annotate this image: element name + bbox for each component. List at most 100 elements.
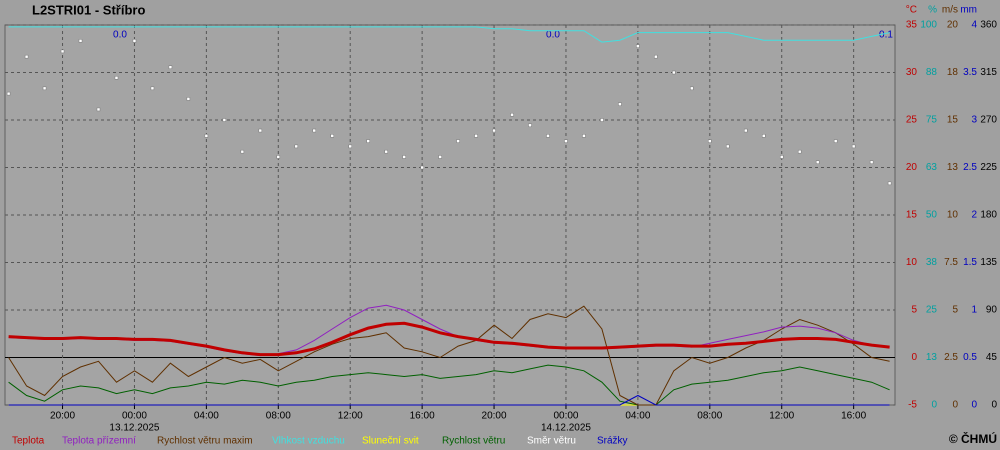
direction-dot bbox=[672, 70, 676, 75]
y-tick-label: 38 bbox=[926, 257, 938, 268]
direction-dot bbox=[114, 76, 119, 80]
y-tick-label: 25 bbox=[926, 305, 938, 316]
y-tick-label: 20 bbox=[906, 162, 918, 173]
direction-dot bbox=[132, 39, 137, 43]
direction-dot bbox=[420, 165, 424, 170]
direction-dot bbox=[330, 134, 334, 138]
direction-dot bbox=[168, 65, 173, 69]
direction-dot bbox=[582, 134, 586, 138]
direction-dot bbox=[294, 144, 299, 149]
direction-dot bbox=[384, 149, 388, 154]
direction-dot bbox=[42, 86, 47, 91]
y-tick-label: 0 bbox=[931, 400, 937, 411]
y-tick-label: 10 bbox=[906, 257, 918, 268]
direction-dot bbox=[276, 155, 281, 159]
series-line bbox=[8, 305, 890, 406]
y-tick-label: 75 bbox=[926, 115, 938, 126]
legend-entry: Teplota bbox=[12, 436, 45, 447]
direction-dot bbox=[150, 86, 155, 91]
y-tick-label: 2.5 bbox=[963, 162, 977, 173]
legend-entry: Vlhkost vzduchu bbox=[272, 436, 345, 447]
y-tick-label: 25 bbox=[906, 115, 918, 126]
direction-dot bbox=[600, 118, 604, 122]
legend-entry: Teplota přízemní bbox=[62, 436, 136, 447]
x-tick-label: 00:00 bbox=[553, 411, 578, 422]
direction-dot bbox=[779, 155, 784, 159]
x-tick-label: 08:00 bbox=[266, 411, 291, 422]
direction-dot bbox=[510, 112, 514, 117]
legend-entry: Srážky bbox=[597, 436, 628, 447]
direction-dot bbox=[726, 144, 730, 149]
direction-dot bbox=[744, 128, 748, 133]
direction-dot bbox=[474, 134, 478, 138]
legend-entry: Sluneční svit bbox=[362, 436, 419, 447]
y-tick-label: 10 bbox=[947, 210, 959, 221]
direction-dot bbox=[204, 134, 209, 138]
y-tick-label: 135 bbox=[980, 257, 997, 268]
x-tick-label: 04:00 bbox=[625, 411, 650, 422]
direction-dot bbox=[618, 102, 622, 106]
date-label: 13.12.2025 bbox=[109, 423, 159, 434]
legend-entry: Rychlost větru maxim bbox=[157, 436, 253, 447]
direction-dot bbox=[456, 139, 460, 143]
x-tick-label: 20:00 bbox=[482, 411, 507, 422]
direction-dot bbox=[564, 139, 568, 143]
y-tick-label: 1.5 bbox=[963, 257, 977, 268]
axis-unit: % bbox=[928, 5, 937, 16]
precip-total: 0.0 bbox=[113, 30, 127, 41]
direction-dot bbox=[24, 54, 29, 59]
y-tick-label: 35 bbox=[906, 20, 918, 31]
y-tick-label: 50 bbox=[926, 210, 938, 221]
direction-dot bbox=[348, 144, 352, 149]
y-tick-label: 0 bbox=[991, 400, 997, 411]
y-tick-label: 13 bbox=[926, 352, 938, 363]
chart-title: L2STRI01 - Stříbro bbox=[32, 2, 145, 17]
y-tick-label: 5 bbox=[952, 305, 958, 316]
y-tick-label: 20 bbox=[947, 20, 959, 31]
y-tick-label: -5 bbox=[908, 400, 917, 411]
direction-dot bbox=[78, 39, 83, 43]
x-tick-label: 12:00 bbox=[338, 411, 363, 422]
x-tick-label: 00:00 bbox=[122, 411, 147, 422]
direction-dot bbox=[708, 139, 712, 143]
date-label: 14.12.2025 bbox=[541, 423, 591, 434]
direction-dot bbox=[240, 149, 245, 154]
y-tick-label: 0 bbox=[971, 400, 977, 411]
x-tick-label: 16:00 bbox=[410, 411, 435, 422]
direction-dot bbox=[96, 107, 101, 112]
y-tick-label: 88 bbox=[926, 67, 938, 78]
direction-dot bbox=[690, 86, 694, 91]
direction-dot bbox=[546, 134, 550, 138]
y-tick-label: 0 bbox=[952, 400, 958, 411]
series-line bbox=[8, 364, 890, 406]
y-tick-label: 15 bbox=[947, 115, 959, 126]
y-tick-label: 1 bbox=[971, 305, 977, 316]
direction-dot bbox=[869, 160, 874, 164]
y-tick-label: 15 bbox=[906, 210, 918, 221]
y-tick-label: 2.5 bbox=[944, 352, 958, 363]
y-tick-label: 0.5 bbox=[963, 352, 977, 363]
direction-dot bbox=[366, 139, 370, 143]
direction-dot bbox=[186, 97, 191, 101]
axis-unit: °C bbox=[906, 5, 917, 16]
y-tick-label: 90 bbox=[986, 305, 998, 316]
direction-dot bbox=[438, 155, 442, 159]
x-tick-label: 16:00 bbox=[841, 411, 866, 422]
y-tick-label: 3 bbox=[971, 115, 977, 126]
direction-dot bbox=[815, 160, 820, 164]
y-tick-label: 0 bbox=[911, 352, 917, 363]
y-tick-label: 13 bbox=[947, 162, 959, 173]
direction-dot bbox=[833, 139, 838, 143]
direction-dot bbox=[258, 128, 263, 133]
direction-dot bbox=[6, 91, 11, 96]
direction-dot bbox=[636, 44, 640, 48]
y-tick-label: 45 bbox=[986, 352, 998, 363]
y-tick-label: 2 bbox=[971, 210, 977, 221]
y-tick-label: 4 bbox=[971, 20, 977, 31]
y-tick-label: 18 bbox=[947, 67, 959, 78]
direction-dot bbox=[797, 149, 802, 154]
direction-dot bbox=[222, 118, 227, 122]
direction-dot bbox=[312, 128, 317, 133]
direction-dot bbox=[60, 49, 65, 54]
